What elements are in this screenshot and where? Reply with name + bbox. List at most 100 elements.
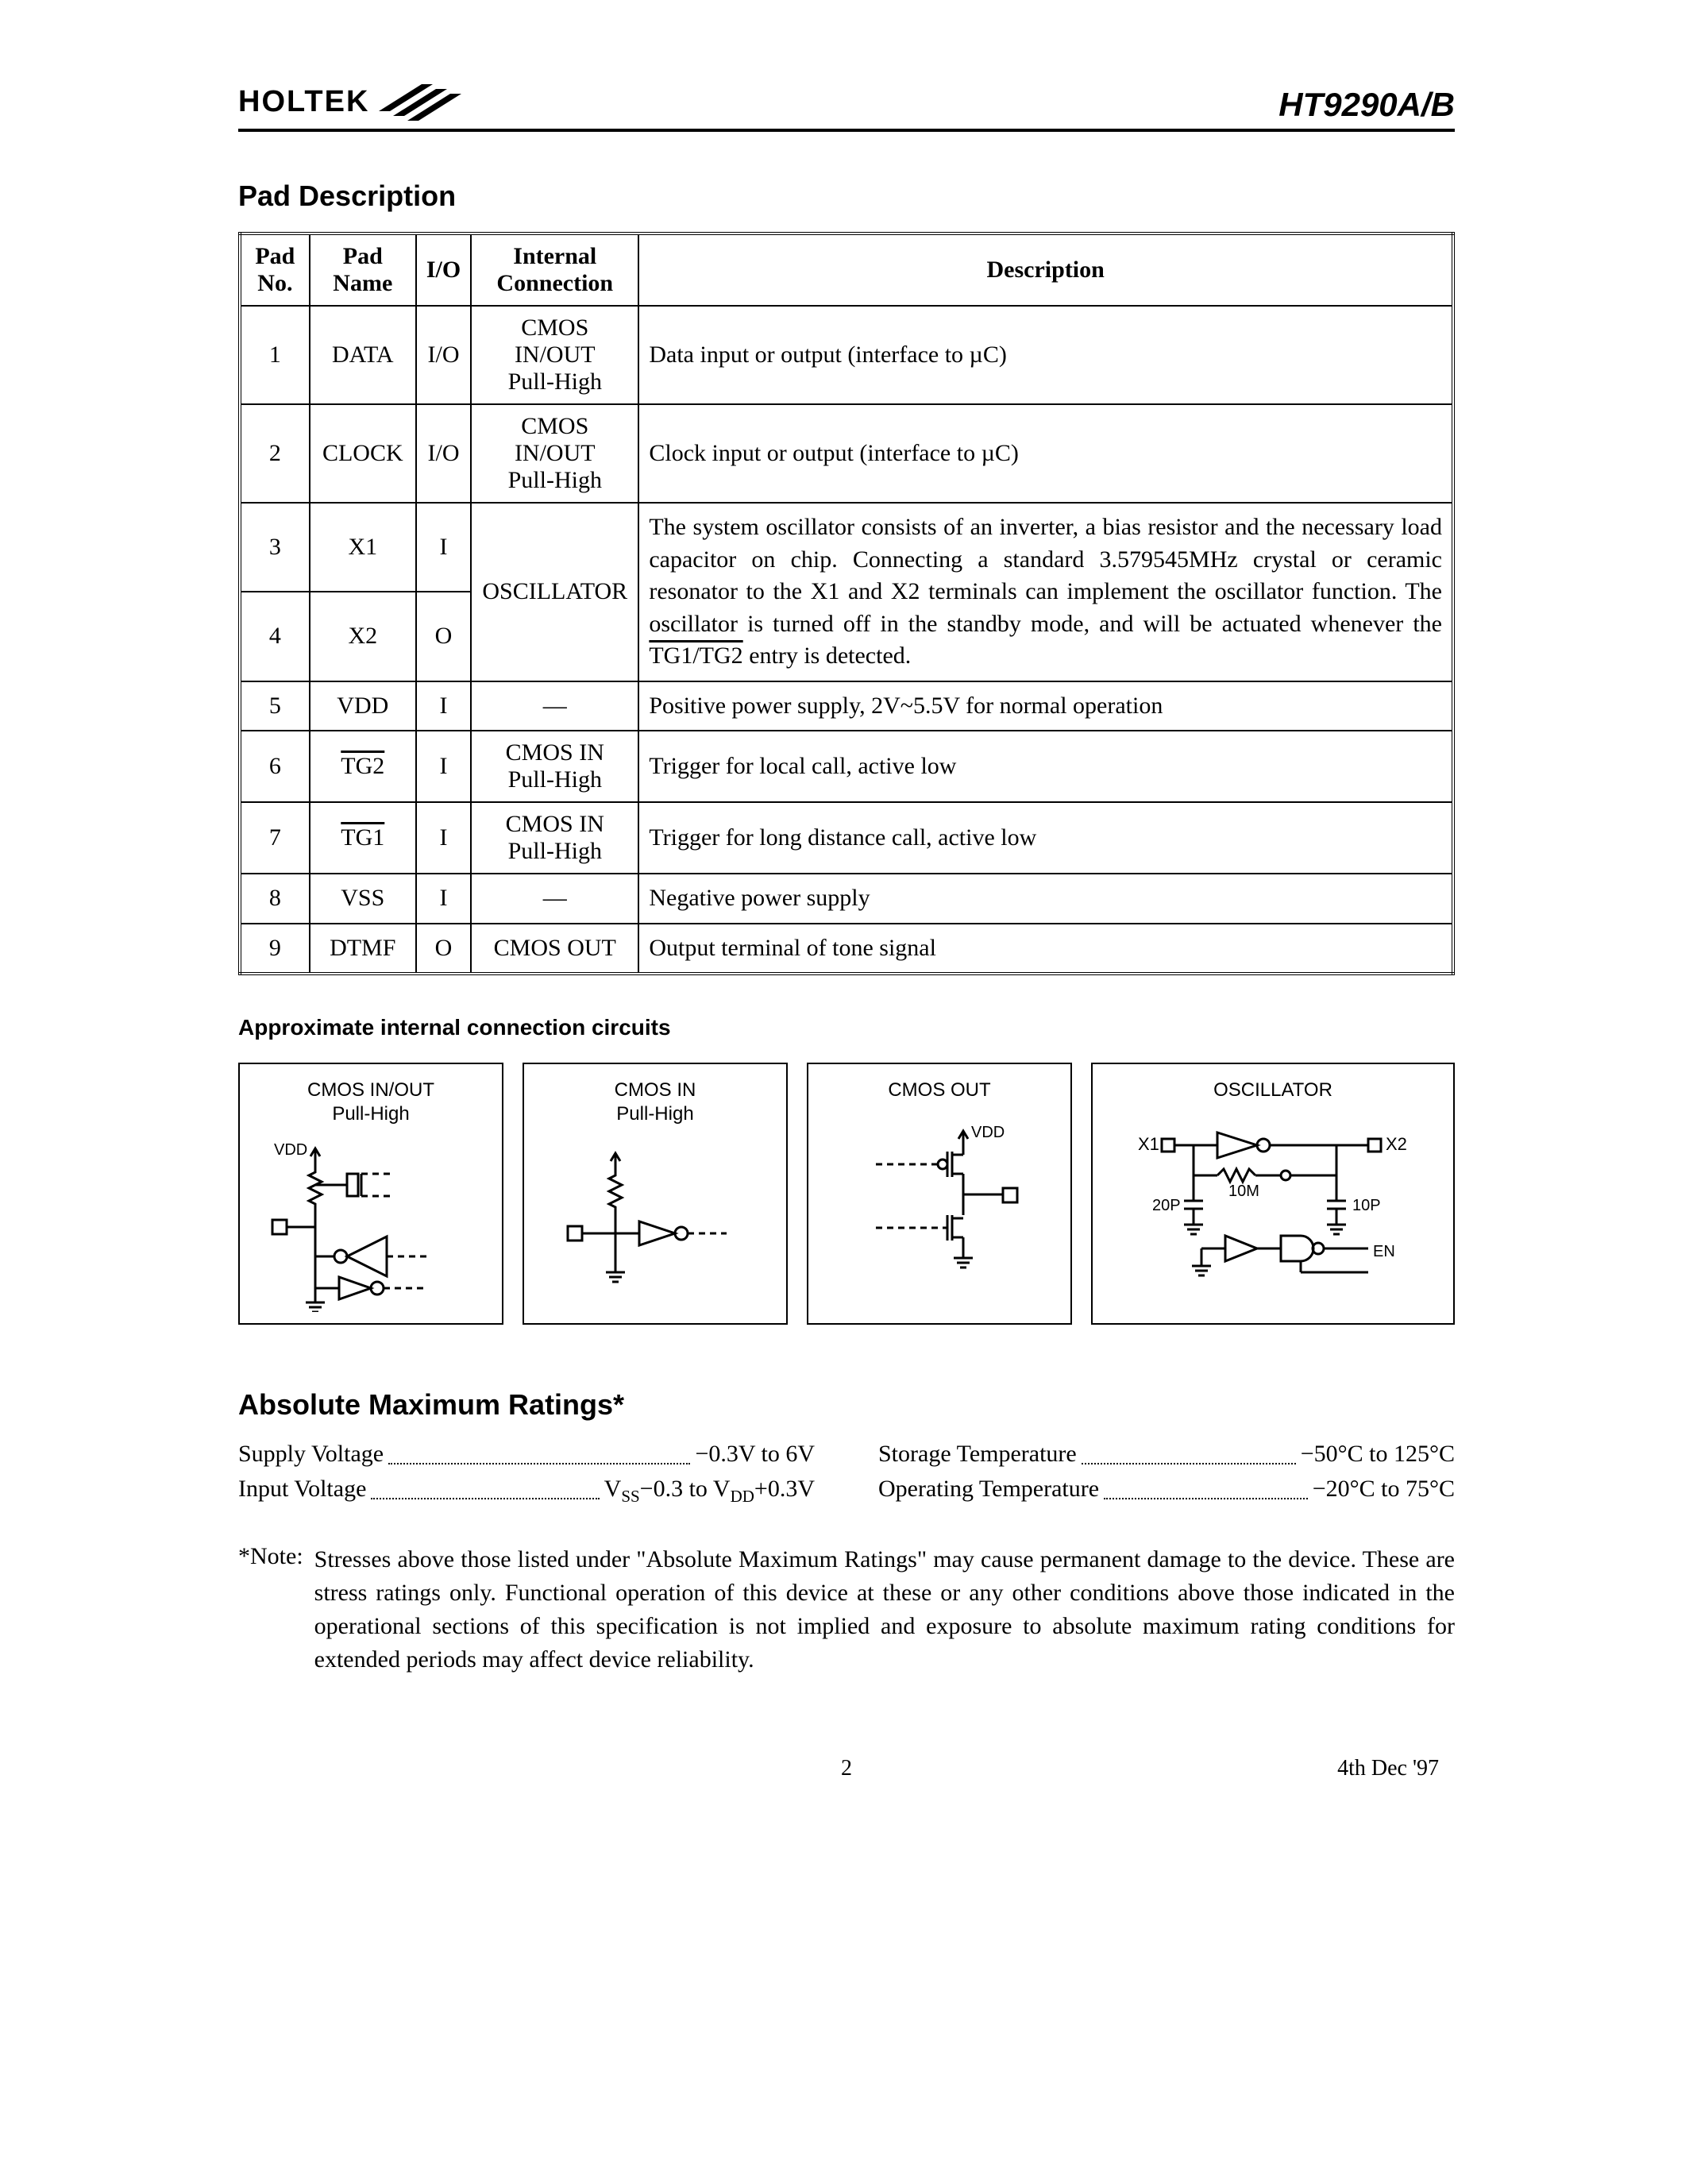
table-row: 8 VSS I — Negative power supply xyxy=(240,874,1453,924)
cell: O xyxy=(416,592,471,681)
col-internal: InternalConnection xyxy=(471,233,638,306)
cell: I xyxy=(416,874,471,924)
rating-label: Input Voltage xyxy=(238,1476,366,1507)
cell: TG1 xyxy=(310,802,416,874)
cell: DATA xyxy=(310,306,416,404)
cell: 2 xyxy=(240,404,310,503)
brand-logo: HOLTEK xyxy=(238,79,461,124)
svg-text:10P: 10P xyxy=(1352,1197,1381,1214)
page-header: HOLTEK HT9290A/B xyxy=(238,79,1455,124)
svg-text:VDD: VDD xyxy=(274,1141,307,1159)
leader-dots xyxy=(1082,1441,1296,1464)
rating-label: Supply Voltage xyxy=(238,1441,384,1471)
table-row: 9 DTMF O CMOS OUT Output terminal of ton… xyxy=(240,924,1453,974)
circuit-svg xyxy=(560,1137,750,1312)
cell: I/O xyxy=(416,404,471,503)
cell: 9 xyxy=(240,924,310,974)
rating-label: Storage Temperature xyxy=(878,1441,1077,1471)
cell: Data input or output (interface to µC) xyxy=(638,306,1453,404)
brand-text: HOLTEK xyxy=(238,85,369,119)
cell: OSCILLATOR xyxy=(471,503,638,681)
cell: Positive power supply, 2V~5.5V for norma… xyxy=(638,681,1453,731)
circuit-svg: X1 X2 10M xyxy=(1130,1113,1416,1288)
circuit-cmos-in: CMOS INPull-High xyxy=(523,1063,788,1325)
note-label: *Note: xyxy=(238,1543,303,1677)
cell: X2 xyxy=(310,592,416,681)
cell: O xyxy=(416,924,471,974)
ratings-note: *Note: Stresses above those listed under… xyxy=(238,1543,1455,1677)
circuit-title: CMOS IN/OUTPull-High xyxy=(307,1078,434,1126)
svg-text:X1: X1 xyxy=(1138,1134,1159,1154)
header-rule xyxy=(238,129,1455,132)
cell: I xyxy=(416,731,471,802)
cell: VSS xyxy=(310,874,416,924)
cell: 8 xyxy=(240,874,310,924)
cell: CMOS IN/OUTPull-High xyxy=(471,404,638,503)
table-row: 1 DATA I/O CMOS IN/OUTPull-High Data inp… xyxy=(240,306,1453,404)
cell: I/O xyxy=(416,306,471,404)
rating-line: Supply Voltage −0.3V to 6V xyxy=(238,1441,815,1471)
cell: 7 xyxy=(240,802,310,874)
pad-table: Pad No. Pad Name I/O InternalConnection … xyxy=(238,232,1455,975)
ratings-grid: Supply Voltage −0.3V to 6V Input Voltage… xyxy=(238,1441,1455,1511)
overline-text: TG2 xyxy=(341,753,384,779)
svg-text:X2: X2 xyxy=(1386,1134,1407,1154)
leader-dots xyxy=(388,1441,690,1464)
circuit-oscillator: OSCILLATOR X1 X2 10M xyxy=(1091,1063,1455,1325)
cell: The system oscillator consists of an inv… xyxy=(638,503,1453,681)
cell: CMOS INPull-High xyxy=(471,802,638,874)
cell: Clock input or output (interface to µC) xyxy=(638,404,1453,503)
cell: 1 xyxy=(240,306,310,404)
rating-value: −0.3V to 6V xyxy=(695,1441,815,1471)
footer-spacer xyxy=(254,1756,413,1781)
rating-value: VSS−0.3 to VDD+0.3V xyxy=(604,1476,815,1507)
table-row: 3 X1 I OSCILLATOR The system oscillator … xyxy=(240,503,1453,592)
brand-icon xyxy=(374,79,461,124)
cell: TG2 xyxy=(310,731,416,802)
table-row: 5 VDD I — Positive power supply, 2V~5.5V… xyxy=(240,681,1453,731)
cell: 4 xyxy=(240,592,310,681)
circuit-cmos-out: CMOS OUT VDD xyxy=(807,1063,1072,1325)
col-pad-no: Pad No. xyxy=(240,233,310,306)
cell: 3 xyxy=(240,503,310,592)
cell: DTMF xyxy=(310,924,416,974)
cell: CMOS OUT xyxy=(471,924,638,974)
cell: I xyxy=(416,503,471,592)
table-row: 6 TG2 I CMOS INPull-High Trigger for loc… xyxy=(240,731,1453,802)
leader-dots xyxy=(371,1476,599,1499)
section-circuits-title: Approximate internal connection circuits xyxy=(238,1015,1455,1040)
cell: I xyxy=(416,681,471,731)
cell: Output terminal of tone signal xyxy=(638,924,1453,974)
rating-line: Operating Temperature −20°C to 75°C xyxy=(878,1476,1455,1506)
cell: X1 xyxy=(310,503,416,592)
ratings-col-left: Supply Voltage −0.3V to 6V Input Voltage… xyxy=(238,1441,815,1511)
rating-line: Storage Temperature −50°C to 125°C xyxy=(878,1441,1455,1471)
section-ratings-title: Absolute Maximum Ratings* xyxy=(238,1388,1455,1422)
desc-over: TG1/TG2 xyxy=(649,642,742,669)
page-footer: 2 4th Dec '97 xyxy=(238,1756,1455,1781)
note-body: Stresses above those listed under "Absol… xyxy=(314,1543,1455,1677)
cell: VDD xyxy=(310,681,416,731)
footer-date: 4th Dec '97 xyxy=(1280,1756,1439,1781)
svg-text:EN: EN xyxy=(1373,1243,1395,1260)
desc-part: entry is detected. xyxy=(743,642,912,669)
cell: CMOS INPull-High xyxy=(471,731,638,802)
svg-text:20P: 20P xyxy=(1152,1197,1181,1214)
section-pad-title: Pad Description xyxy=(238,179,1455,213)
rating-value: −20°C to 75°C xyxy=(1313,1476,1455,1506)
overline-text: TG1 xyxy=(341,824,384,851)
circuits-diagram-row: CMOS IN/OUTPull-High VDD xyxy=(238,1063,1455,1325)
part-number: HT9290A/B xyxy=(1278,86,1455,124)
cell: Trigger for local call, active low xyxy=(638,731,1453,802)
svg-text:10M: 10M xyxy=(1228,1183,1259,1200)
page-number: 2 xyxy=(413,1756,1280,1781)
table-row: 7 TG1 I CMOS INPull-High Trigger for lon… xyxy=(240,802,1453,874)
circuit-cmos-inout: CMOS IN/OUTPull-High VDD xyxy=(238,1063,503,1325)
cell: Trigger for long distance call, active l… xyxy=(638,802,1453,874)
table-row: 2 CLOCK I/O CMOS IN/OUTPull-High Clock i… xyxy=(240,404,1453,503)
cell: CMOS IN/OUTPull-High xyxy=(471,306,638,404)
circuit-title: CMOS INPull-High xyxy=(615,1078,696,1126)
circuit-svg: VDD xyxy=(844,1113,1035,1288)
circuit-svg: VDD xyxy=(268,1137,474,1312)
col-desc: Description xyxy=(638,233,1453,306)
